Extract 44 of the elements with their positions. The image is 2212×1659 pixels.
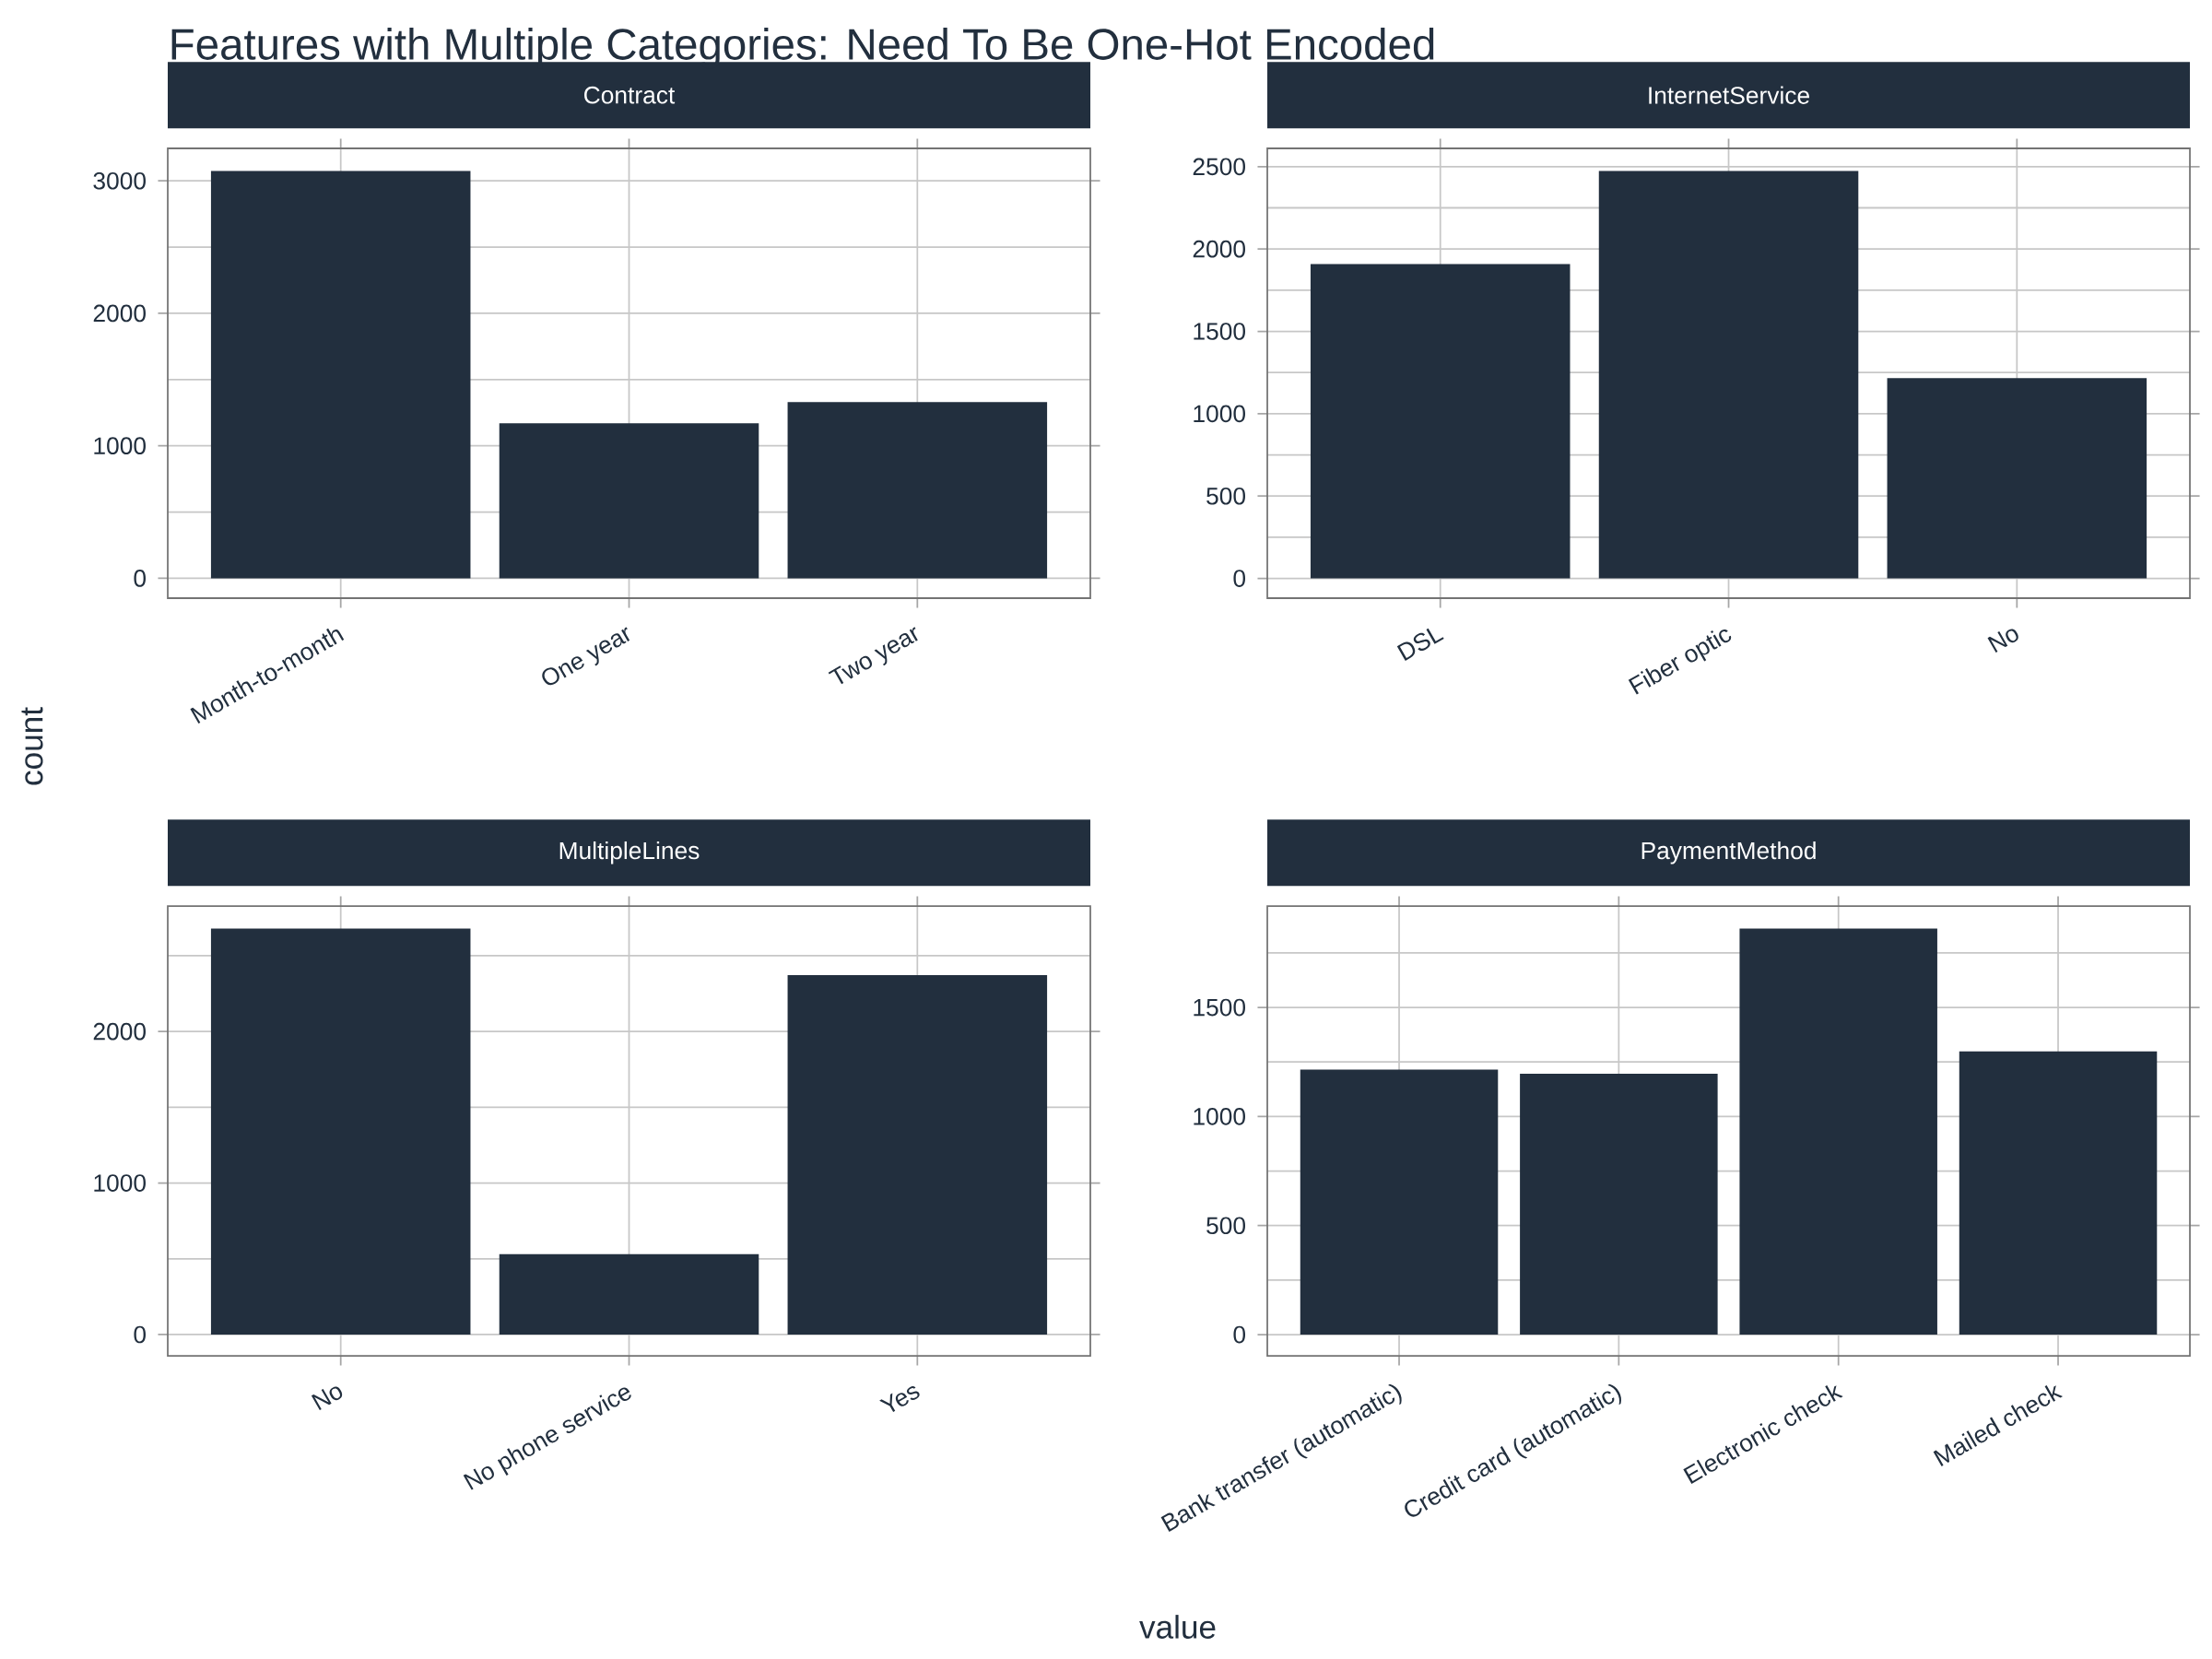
bar	[1959, 1051, 2158, 1335]
x-tick-label: One year	[542, 627, 630, 686]
bar	[210, 928, 471, 1335]
y-tick-label: 1500	[1194, 998, 1246, 1017]
x-axis-title: value	[1139, 1615, 1216, 1639]
chart-title: MultipleLines	[559, 841, 700, 865]
y-tick-label: 1000	[94, 437, 146, 455]
x-tick-label: Yes	[879, 1386, 920, 1412]
y-tick-label: 1000	[1194, 1108, 1246, 1125]
bar	[499, 1253, 759, 1335]
y-tick-label: 500	[1206, 487, 1246, 505]
x-tick-label: DSL	[1396, 628, 1444, 662]
y-tick-label: 2000	[93, 304, 146, 323]
bar	[1887, 378, 2147, 579]
bar	[787, 974, 1048, 1335]
bar	[1300, 1069, 1499, 1335]
bar	[499, 423, 759, 579]
y-tick-label: 0	[1233, 1325, 1246, 1344]
chart-title: InternetService	[1649, 86, 1809, 104]
text: Features with Multiple Categories: Need To Be One-Hot Encoded	[171, 28, 1434, 69]
x-tick-label: No	[311, 1386, 343, 1411]
y-tick-label: 0	[134, 1325, 146, 1344]
y-tick-label: 0	[134, 570, 146, 587]
y-axis-title: count	[21, 707, 43, 785]
x-tick-label: Fiber optic	[1628, 629, 1732, 695]
y-tick-label: 1500	[1194, 323, 1246, 340]
y-tick-label: 0	[1233, 570, 1246, 587]
bar	[1520, 1074, 1718, 1335]
bar	[1598, 171, 1859, 579]
y-tick-label: 2000	[93, 1022, 146, 1041]
y-tick-label: 2500	[1193, 158, 1246, 176]
y-tick-label: 1000	[94, 1174, 146, 1192]
y-tick-label: 500	[1206, 1217, 1246, 1235]
bar	[1739, 928, 1937, 1335]
chart-title: PaymentMethod	[1641, 841, 1816, 865]
bar	[210, 171, 471, 579]
chart-title: Contract	[584, 86, 676, 104]
bar	[1310, 264, 1571, 579]
y-tick-label: 1000	[1194, 405, 1246, 423]
x-tick-label: Two year	[828, 627, 918, 685]
y-tick-label: 2000	[1193, 240, 1246, 258]
y-tick-label: 3000	[93, 171, 146, 190]
x-tick-label: No	[1987, 629, 2018, 653]
bar	[787, 402, 1048, 579]
